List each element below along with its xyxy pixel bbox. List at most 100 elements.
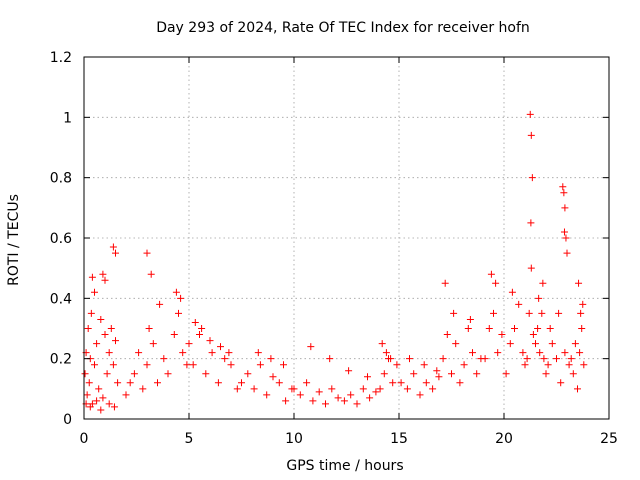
y-axis-label: ROTI / TECUs: [6, 194, 22, 286]
data-point: [309, 397, 317, 405]
x-tick-label: 5: [185, 431, 194, 447]
data-point: [345, 367, 353, 375]
data-point: [508, 288, 516, 296]
data-point: [175, 309, 182, 317]
data-point: [101, 276, 109, 284]
data-point: [579, 300, 587, 308]
data-point: [296, 391, 304, 399]
data-point: [546, 325, 554, 332]
data-point: [112, 337, 119, 345]
data-point: [464, 325, 472, 332]
data-point: [448, 370, 455, 378]
data-point: [539, 279, 547, 287]
data-point: [95, 385, 103, 393]
data-point: [502, 370, 510, 378]
data-point: [406, 355, 413, 363]
data-point: [101, 331, 109, 339]
data-point: [109, 243, 117, 251]
data-point: [525, 309, 533, 317]
data-point: [435, 373, 443, 381]
data-point: [571, 340, 579, 348]
data-point: [269, 373, 277, 381]
data-point: [536, 349, 544, 357]
data-point: [149, 340, 157, 348]
data-point: [353, 400, 361, 408]
data-point: [221, 355, 229, 363]
data-point: [387, 355, 395, 363]
data-point: [466, 315, 474, 323]
data-point: [202, 370, 210, 378]
data-point: [393, 361, 401, 369]
data-point: [198, 325, 206, 332]
data-point: [217, 343, 224, 351]
data-point: [548, 340, 556, 348]
data-point: [538, 309, 546, 317]
data-point: [145, 325, 153, 332]
data-point: [87, 309, 95, 317]
data-point: [540, 355, 548, 363]
data-point: [515, 300, 523, 308]
data-point: [156, 300, 164, 308]
data-point: [469, 349, 476, 357]
data-point: [420, 361, 428, 369]
x-tick-labels: 0 5 10 15 20 25: [80, 431, 618, 447]
data-point: [481, 355, 489, 363]
data-point: [578, 325, 586, 332]
data-point: [172, 288, 180, 296]
data-point: [143, 361, 151, 369]
data-point: [91, 288, 98, 296]
y-tick-label: 1: [63, 110, 72, 126]
data-point: [177, 294, 185, 302]
data-point: [403, 385, 411, 393]
data-point: [340, 397, 348, 405]
data-point: [576, 349, 584, 357]
data-point: [450, 309, 458, 317]
data-point: [561, 349, 569, 357]
data-point: [160, 355, 168, 363]
data-point: [185, 340, 193, 348]
data-point: [233, 385, 241, 393]
data-point: [534, 325, 542, 332]
data-point: [303, 379, 311, 387]
data-point: [376, 385, 384, 393]
data-point: [130, 370, 138, 378]
data-point: [83, 391, 91, 399]
data-point: [179, 349, 187, 357]
data-point: [506, 340, 514, 348]
data-point: [364, 373, 371, 381]
data-point: [191, 318, 199, 326]
data-point: [487, 270, 495, 278]
data-point: [560, 228, 568, 236]
data-point: [562, 234, 570, 242]
data-point: [196, 331, 203, 339]
data-point: [282, 397, 290, 405]
data-points: [81, 110, 588, 414]
data-point: [275, 379, 283, 387]
data-point: [416, 391, 424, 399]
data-point: [105, 400, 113, 408]
y-tick-label: 0.4: [50, 291, 72, 307]
data-point: [555, 309, 563, 317]
data-point: [170, 331, 178, 339]
data-point: [557, 379, 565, 387]
data-point: [88, 273, 96, 281]
data-point: [97, 315, 105, 323]
data-point: [244, 370, 252, 378]
data-point: [238, 379, 245, 387]
data-point: [143, 249, 151, 257]
data-point: [439, 355, 447, 363]
x-tick-label: 15: [390, 431, 408, 447]
data-point: [569, 370, 577, 378]
data-point: [147, 270, 155, 278]
data-point: [577, 309, 585, 317]
data-point: [456, 379, 464, 387]
data-point: [93, 397, 101, 405]
data-point: [85, 379, 93, 387]
data-point: [527, 219, 535, 227]
chart-title: Day 293 of 2024, Rate Of TEC Index for r…: [156, 20, 530, 36]
x-tick-label: 0: [80, 431, 89, 447]
y-tick-label: 0.8: [50, 171, 72, 187]
data-point: [97, 406, 105, 414]
data-point: [380, 370, 388, 378]
